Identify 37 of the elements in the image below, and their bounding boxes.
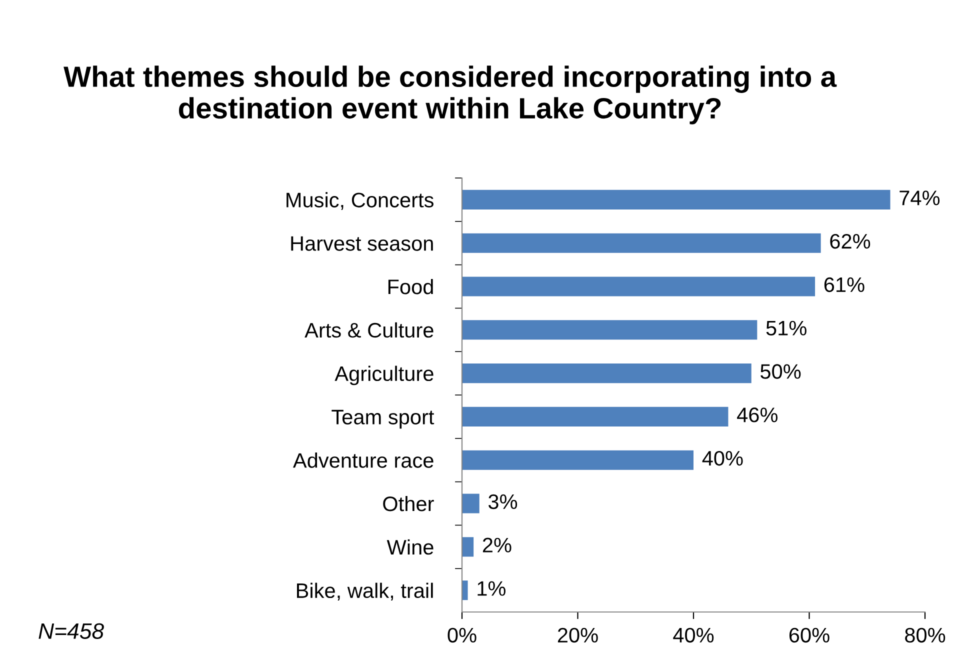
y-tick-label: Other [383,496,434,512]
data-label: 1% [478,581,506,596]
x-tick-label: 20% [558,628,598,643]
data-label: 2% [482,538,512,552]
bar [462,276,816,296]
data-label: 46% [737,408,778,422]
y-tick-label: Bike, walk, trail [297,582,433,601]
chart-title: What themes should be considered incorporating into a destination event within Lake Country? [64,66,837,124]
bar [462,233,821,253]
data-label: 3% [488,494,518,510]
data-label: 61% [824,277,864,292]
data-label: 51% [766,320,806,336]
y-tick-label: Adventure race [292,452,434,468]
bar [462,364,752,384]
bar [462,320,758,340]
y-tick-label: Arts & Culture [304,322,434,338]
y-tick-label: Team sport [332,410,434,429]
text: N=458 [38,623,104,639]
data-label: 74% [900,190,940,206]
bar [462,580,468,600]
data-label: 50% [760,364,801,379]
x-tick-label: 80% [905,628,946,643]
y-tick-label: Food [388,278,433,294]
data-label: 40% [702,450,743,466]
bar [462,494,480,514]
bar [462,190,890,210]
y-tick-label: Music, Concerts [286,192,434,210]
x-tick-label: 40% [673,628,714,643]
y-tick-label: Wine [386,539,434,555]
data-label: 62% [830,234,870,249]
bar [462,406,728,426]
bar [462,537,474,557]
x-tick-label: 60% [789,628,830,643]
bar [462,450,694,470]
y-tick-label: Harvest season [291,236,433,251]
x-tick-label: 0% [448,628,476,643]
y-tick-label: Agriculture [334,366,434,386]
